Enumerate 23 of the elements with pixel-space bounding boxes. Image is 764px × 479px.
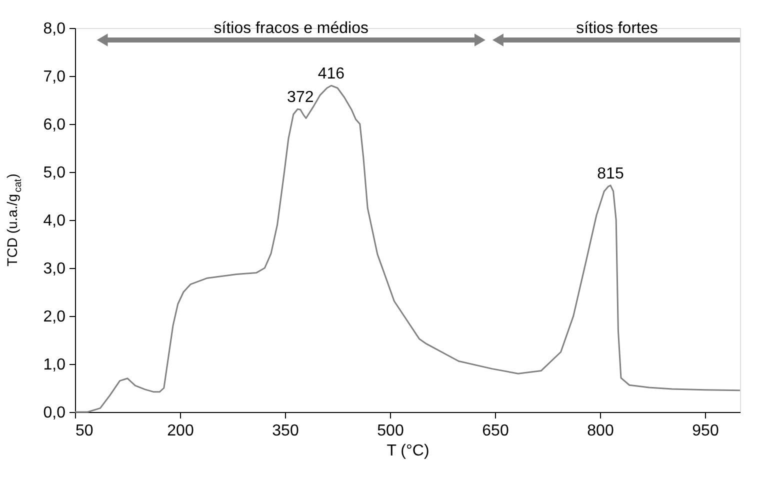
x-tick-label: 950: [692, 422, 719, 440]
y-tick-label: 6,0: [43, 116, 66, 134]
x-tick-label: 650: [482, 422, 509, 440]
y-tick-label: 8,0: [43, 20, 66, 38]
x-tick-label: 350: [272, 422, 299, 440]
annotation: 815: [597, 165, 624, 182]
y-axis-title: TCD (u.a./gcat): [4, 174, 24, 266]
y-tick-label: 2,0: [43, 308, 66, 326]
y-tick-label: 7,0: [43, 68, 66, 86]
y-tick-label: 1,0: [43, 356, 66, 374]
annotation: 372: [287, 89, 314, 106]
y-tick-label: 0,0: [43, 404, 66, 422]
x-tick-label: 200: [167, 422, 194, 440]
y-tick-label: 5,0: [43, 164, 66, 182]
y-tick-label: 4,0: [43, 212, 66, 230]
x-tick-label: 50: [76, 422, 94, 440]
annotation: 416: [318, 66, 345, 83]
y-tick-label: 3,0: [43, 260, 66, 278]
x-tick-label: 800: [587, 422, 614, 440]
annotation: sítios fortes: [576, 20, 658, 37]
annotation: sítios fracos e médios: [214, 20, 368, 37]
x-axis-title: T (°C): [386, 442, 430, 460]
x-tick-label: 500: [377, 422, 404, 440]
